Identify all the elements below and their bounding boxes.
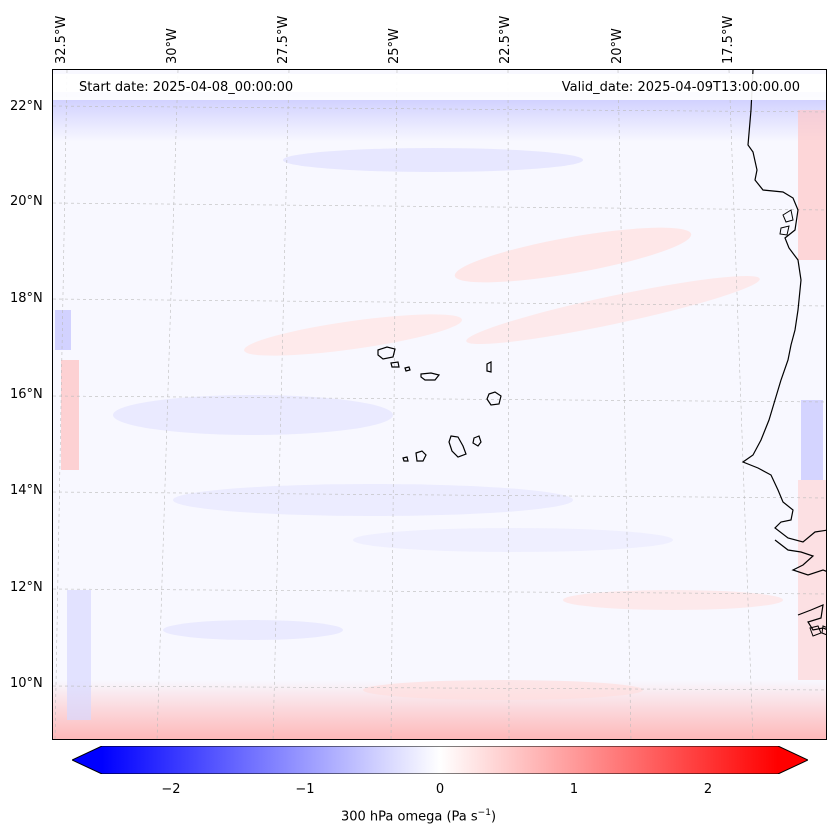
left-boundary-band-blue	[55, 310, 71, 350]
omega-blob	[283, 148, 583, 172]
header-strip	[53, 74, 826, 100]
omega-blob	[353, 528, 673, 552]
coastline-africa	[741, 70, 826, 543]
colorbar-body	[102, 746, 778, 774]
omega-field	[53, 70, 826, 739]
lat-label-10n: 10°N	[10, 676, 43, 691]
omega-blob	[563, 590, 783, 610]
colorbar-label: 300 hPa omega (Pa s−1)	[340, 808, 497, 825]
islands-bijagos	[809, 625, 826, 637]
omega-blob	[173, 484, 573, 516]
lat-label-14n: 14°N	[10, 483, 43, 498]
graticule	[53, 70, 826, 739]
omega-blob	[454, 227, 692, 283]
lat-label-20n: 20°N	[10, 194, 43, 209]
omega-blob	[466, 275, 760, 345]
colorbar-extend-min	[72, 746, 102, 774]
lat-label-16n: 16°N	[10, 387, 43, 402]
map-panel[interactable]: Start date: 2025-04-08_00:00:00 Valid_da…	[52, 69, 827, 740]
lon-label-30w: 30°W	[165, 28, 180, 64]
omega-blob	[244, 314, 462, 356]
islands-coast-north	[779, 209, 794, 236]
colorbar-extend-max	[778, 746, 808, 774]
coastline-senegambia	[774, 539, 826, 576]
colorbar	[72, 746, 808, 774]
left-boundary-band-blue-2	[67, 590, 91, 720]
coastline-guinea-bissau	[797, 604, 826, 631]
lon-label-25w: 25°W	[387, 28, 402, 64]
lon-label-17-5w: 17.5°W	[721, 15, 736, 64]
cape-verde-islands	[377, 346, 502, 462]
omega-blob	[163, 620, 343, 640]
lat-label-12n: 12°N	[10, 580, 43, 595]
colorbar-tick: 1	[569, 782, 579, 797]
lon-label-20w: 20°W	[610, 28, 625, 64]
right-boundary-band-red-2	[798, 480, 826, 680]
lon-label-32-5w: 32.5°W	[54, 15, 69, 64]
lat-label-22n: 22°N	[10, 99, 43, 114]
omega-blob	[113, 395, 393, 435]
top-boundary-band	[53, 92, 826, 142]
colorbar-tick: 0	[435, 782, 445, 797]
colorbar-tick: 2	[703, 782, 713, 797]
valid-date-label: Valid_date: 2025-04-09T13:00:00.00	[561, 80, 800, 95]
start-date-label: Start date: 2025-04-08_00:00:00	[79, 80, 294, 95]
lon-label-22-5w: 22.5°W	[498, 15, 513, 64]
lat-label-18n: 18°N	[10, 291, 43, 306]
colorbar-tick: −2	[161, 782, 181, 797]
right-boundary-band-blue	[801, 400, 823, 480]
left-boundary-band-red	[61, 360, 79, 470]
right-boundary-band-red	[798, 110, 826, 260]
lon-label-27-5w: 27.5°W	[276, 15, 291, 64]
omega-blob	[363, 680, 643, 700]
colorbar-tick: −1	[295, 782, 315, 797]
